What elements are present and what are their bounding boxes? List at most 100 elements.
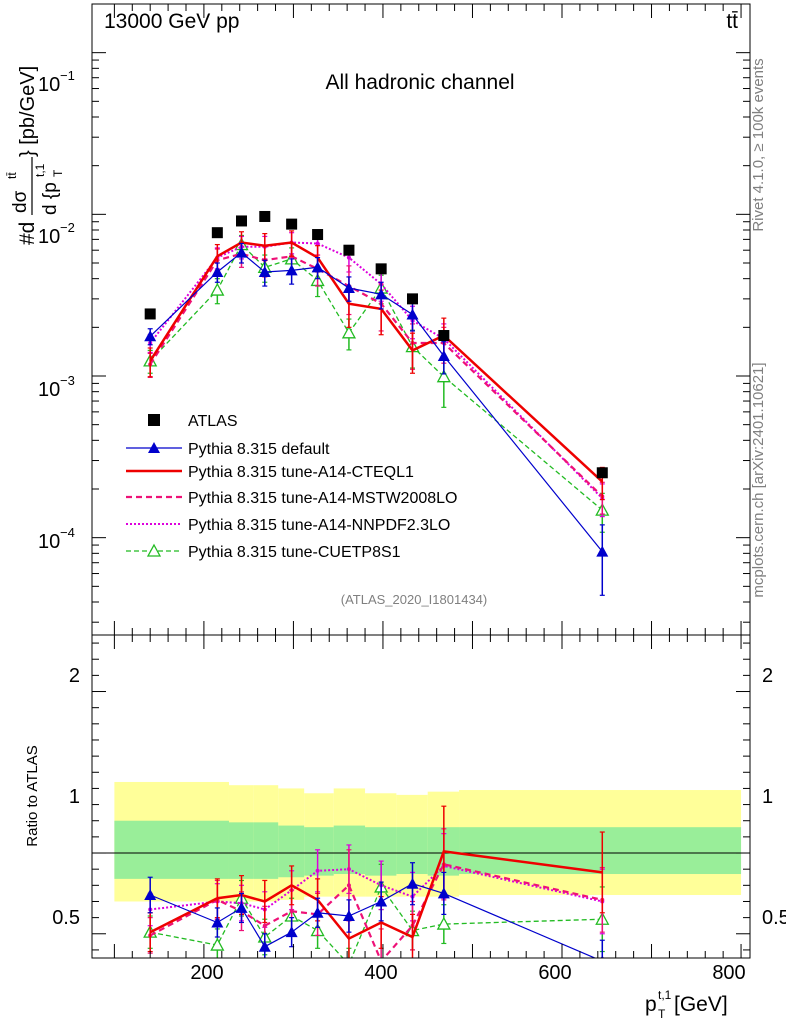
series-atlas-data	[144, 210, 608, 479]
point-atlas	[406, 293, 418, 305]
y-label-units: } [pb/GeV]	[17, 66, 39, 157]
point-atlas	[375, 263, 387, 275]
y-label-denominator-sup: t,1	[33, 163, 47, 177]
band-inner	[114, 820, 186, 879]
main-plot-area	[143, 210, 610, 596]
ytick-label-1e-3: 10 −3	[38, 373, 75, 401]
svg-text:Pythia 8.315 tune-CUETP8S1: Pythia 8.315 tune-CUETP8S1	[188, 544, 401, 561]
svg-text:−4: −4	[60, 525, 75, 540]
point-atlas	[286, 218, 298, 230]
legend-entry-nnpdf: Pythia 8.315 tune-A14-NNPDF2.3LO	[126, 517, 450, 534]
main-y-axis-label: #d dσ tt̄ d {p t,1 T } [pb/GeV]	[5, 66, 65, 245]
rivet-version-label: Rivet 4.1.0, ≥ 100k events	[750, 58, 767, 231]
legend-entry-atlas: ATLAS	[148, 413, 238, 430]
legend-entry-default: Pythia 8.315 default	[126, 441, 330, 458]
band-inner	[459, 827, 742, 875]
legend-marker-atlas	[148, 414, 160, 426]
ratio-point-default	[211, 916, 224, 928]
point-cuetp8s1	[436, 369, 451, 383]
x-label-sub: T	[658, 1007, 666, 1021]
ratio-ytick-1-left: 1	[69, 786, 80, 808]
point-default	[258, 265, 271, 277]
main-y-tick-labels: 10 −1 10 −2 10 −3 10 −4	[38, 68, 75, 553]
point-atlas	[236, 215, 248, 227]
xtick-label-400: 400	[364, 962, 397, 984]
ratio-point-cuetp8s1	[348, 957, 350, 958]
svg-text:10: 10	[38, 379, 60, 401]
svg-text:Pythia 8.315 tune-A14-CTEQL1: Pythia 8.315 tune-A14-CTEQL1	[188, 464, 414, 481]
y-label-prefix: #d	[16, 222, 39, 245]
svg-text:ATLAS: ATLAS	[188, 413, 238, 430]
x-label-units: [GeV]	[674, 993, 728, 1016]
svg-text:Pythia 8.315 tune-A14-NNPDF2.3: Pythia 8.315 tune-A14-NNPDF2.3LO	[188, 517, 450, 534]
ratio-point-mstw	[346, 883, 351, 888]
ratio-plot-frame	[91, 634, 751, 959]
svg-text:Pythia 8.315 tune-A14-MSTW2008: Pythia 8.315 tune-A14-MSTW2008LO	[188, 490, 457, 507]
ytick-label-1e-4: 10 −4	[38, 525, 75, 553]
analysis-id-label: (ATLAS_2020_I1801434)	[341, 592, 487, 607]
legend-entry-cteql1: Pythia 8.315 tune-A14-CTEQL1	[126, 464, 414, 481]
y-label-numerator-sup: tt̄	[5, 172, 19, 179]
x-label-base: p	[645, 993, 657, 1016]
ratio-ytick-0p5-right: 0.5	[762, 907, 786, 929]
main-plot-frame	[91, 3, 751, 636]
legend-entry-mstw: Pythia 8.315 tune-A14-MSTW2008LO	[126, 490, 457, 507]
ratio-point-default	[600, 955, 604, 958]
channel-label: All hadronic channel	[325, 71, 514, 94]
point-default	[342, 282, 355, 294]
y-label-denominator: d {p	[40, 182, 61, 215]
svg-text:10: 10	[38, 226, 60, 248]
ratio-point-cuetp8s1	[436, 916, 451, 930]
point-atlas	[211, 227, 223, 239]
line-mstw	[149, 252, 604, 498]
point-default	[211, 265, 224, 277]
y-label-denominator-sub: T	[51, 169, 65, 177]
x-axis-label: p t,1 T [GeV]	[645, 988, 728, 1021]
point-default	[437, 349, 450, 361]
ratio-point-mstw	[289, 909, 294, 914]
ratio-ytick-1-right: 1	[762, 786, 773, 808]
mcplots-site-label: mcplots.cern.ch [arXiv:2401.10621]	[750, 362, 767, 597]
legend-marker-default	[148, 442, 160, 453]
point-default	[406, 308, 419, 320]
svg-text:10: 10	[38, 531, 60, 553]
axis-ticks	[92, 3, 750, 958]
ratio-point-nnpdf	[315, 868, 320, 873]
xtick-label-600: 600	[538, 962, 571, 984]
point-default	[285, 264, 298, 276]
ratio-y-tick-labels: 0.5 1 2 0.5 1 2	[52, 665, 786, 929]
xtick-label-800: 800	[712, 962, 745, 984]
ratio-point-default	[375, 895, 388, 907]
point-nnpdf	[346, 255, 351, 260]
point-cuetp8s1	[210, 282, 225, 296]
point-atlas	[312, 229, 324, 241]
point-atlas	[596, 467, 608, 479]
band-inner	[304, 827, 334, 876]
process-label: tt̄	[726, 10, 738, 33]
point-default	[144, 330, 157, 342]
ratio-point-default	[285, 926, 298, 938]
svg-text:10: 10	[38, 74, 60, 96]
svg-text:Pythia 8.315 default: Pythia 8.315 default	[188, 441, 330, 458]
point-default	[596, 545, 609, 557]
ratio-point-default	[342, 910, 355, 922]
ratio-plot-area	[92, 781, 750, 958]
ratio-ytick-2-right: 2	[762, 665, 773, 687]
point-nnpdf	[315, 241, 320, 246]
svg-text:−2: −2	[60, 220, 75, 235]
xtick-label-200: 200	[190, 962, 223, 984]
band-inner	[186, 820, 229, 879]
ratio-point-mstw	[262, 923, 267, 928]
ratio-point-default	[406, 877, 419, 889]
svg-text:−3: −3	[60, 373, 75, 388]
legend-marker-cuetp8s1	[146, 543, 162, 557]
ratio-ytick-0p5-left: 0.5	[52, 907, 80, 929]
legend-entry-cuetp8s1: Pythia 8.315 tune-CUETP8S1	[126, 543, 401, 561]
svg-text:−1: −1	[60, 68, 75, 83]
ratio-point-default	[235, 901, 248, 913]
point-atlas	[144, 308, 156, 320]
point-default	[235, 246, 248, 258]
ratio-y-axis-label: Ratio to ATLAS	[24, 745, 41, 846]
ratio-point-default	[144, 889, 157, 901]
